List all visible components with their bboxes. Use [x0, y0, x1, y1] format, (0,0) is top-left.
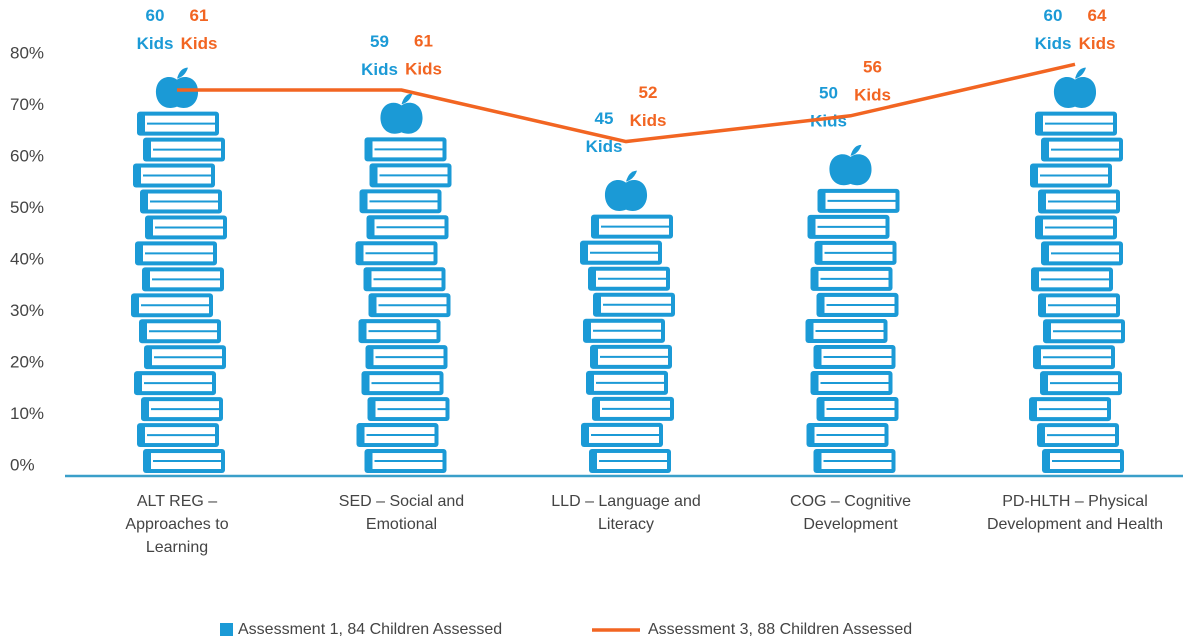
- apple-leaf: [177, 67, 188, 79]
- y-tick-label: 0%: [10, 455, 35, 474]
- legend-swatch: [220, 623, 233, 636]
- y-tick-label: 40%: [10, 249, 44, 268]
- y-tick-label: 50%: [10, 198, 44, 217]
- x-tick-label: LLD – Language and Literacy: [551, 493, 701, 533]
- count-label: 59: [370, 32, 389, 51]
- count-unit: Kids: [181, 34, 218, 53]
- y-tick-label: 10%: [10, 404, 44, 423]
- book-stack: [580, 214, 675, 473]
- count-label: 60: [146, 6, 165, 25]
- apple-leaf: [626, 170, 637, 182]
- book-stack: [131, 111, 227, 473]
- count-unit: Kids: [630, 111, 667, 130]
- count-label: 52: [639, 83, 658, 102]
- count-label: 61: [190, 6, 209, 25]
- book-stack: [1029, 111, 1125, 473]
- book-stack: [805, 188, 900, 473]
- apple: [155, 77, 199, 109]
- count-label: 64: [1088, 6, 1107, 25]
- x-tick-label: PD-HLTH – Physical Development and Healt…: [986, 493, 1164, 533]
- count-unit: Kids: [405, 60, 442, 79]
- apple-leaf: [1075, 67, 1086, 79]
- count-unit: Kids: [1079, 34, 1116, 53]
- x-tick-label: ALT REG – Approaches to Learning: [125, 493, 229, 556]
- y-tick-label: 60%: [10, 146, 44, 165]
- legend-label: Assessment 1, 84 Children Assessed: [238, 621, 503, 638]
- count-label: 45: [595, 109, 614, 128]
- book-stack: [355, 137, 452, 473]
- x-tick-label: COG – Cognitive Development: [790, 493, 911, 533]
- count-label: 56: [863, 57, 882, 76]
- count-unit: Kids: [137, 34, 174, 53]
- count-label: 50: [819, 83, 838, 102]
- y-tick-label: 80%: [10, 43, 44, 62]
- count-label: 61: [414, 32, 433, 51]
- y-tick-label: 70%: [10, 95, 44, 114]
- apple: [1053, 77, 1097, 109]
- count-unit: Kids: [361, 60, 398, 79]
- apple: [380, 102, 423, 134]
- count-unit: Kids: [1035, 34, 1072, 53]
- count-unit: Kids: [854, 85, 891, 104]
- apple: [829, 154, 872, 186]
- apple-leaf: [850, 144, 862, 156]
- apple: [604, 180, 648, 212]
- y-tick-label: 30%: [10, 301, 44, 320]
- apple-leaf: [401, 93, 413, 105]
- line: [177, 62, 1076, 144]
- legend-label: Assessment 3, 88 Children Assessed: [648, 621, 913, 638]
- count-label: 60: [1044, 6, 1063, 25]
- count-unit: Kids: [586, 137, 623, 156]
- x-tick-label: SED – Social and Emotional: [338, 493, 465, 533]
- y-tick-label: 20%: [10, 352, 44, 371]
